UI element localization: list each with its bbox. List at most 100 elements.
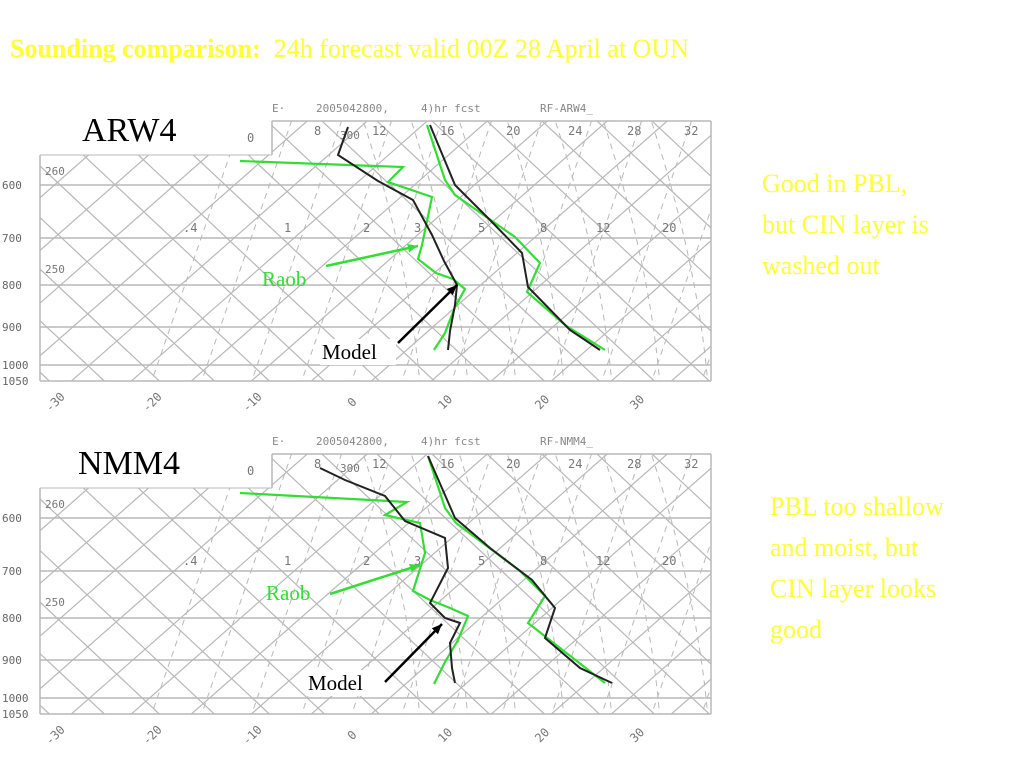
mixing-ratio-line <box>449 121 546 381</box>
isotherm-line <box>359 454 691 714</box>
mixing-ratio-line <box>649 121 711 381</box>
dry-adiabat-line <box>509 454 711 714</box>
model-arrow-head <box>446 285 457 296</box>
theta-label: 260 <box>45 165 65 178</box>
isotherm-line <box>539 121 711 381</box>
top-tick-label: 8 <box>314 457 321 471</box>
chart-header-text: RF-NMM4_ <box>540 435 593 448</box>
moist-adiabat-line <box>407 454 469 714</box>
isotherm-line <box>59 121 391 381</box>
theta-label: 300 <box>340 462 360 475</box>
dry-adiabat-line <box>40 121 171 381</box>
chart-header-text: E· <box>272 102 285 115</box>
pressure-label: 1050 <box>2 375 29 388</box>
note-line: and moist, but <box>770 533 919 562</box>
mixing-ratio-line <box>399 454 496 714</box>
mixing-ratio-label: 3 <box>414 221 421 235</box>
isotherm-line <box>539 454 711 714</box>
chart-header-text: 2005042800, <box>316 435 389 448</box>
skewt-diagram-arw4: E· 2005042800, 4)hr fcst RF-ARW4_6007008009… <box>0 101 712 415</box>
note-nmm4: PBL too shallow and moist, but CIN layer… <box>770 486 944 650</box>
isotherm-line <box>40 454 331 714</box>
moist-adiabat-line <box>551 454 613 714</box>
panel-label-nmm4: NMM4 <box>78 445 181 482</box>
moist-adiabat-line <box>359 454 421 714</box>
top-tick-label: 32 <box>684 124 698 138</box>
model-label: Model <box>308 671 363 695</box>
top-tick-label: 16 <box>440 457 454 471</box>
note-line: washed out <box>762 251 880 280</box>
dry-adiabat-line <box>399 121 711 381</box>
moist-adiabat-line <box>647 121 709 381</box>
model-arrow-shaft <box>384 623 443 683</box>
moist-adiabat-line <box>407 121 469 381</box>
mixing-ratio-label: 5 <box>478 221 485 235</box>
isotherm-line <box>119 121 451 381</box>
mixing-ratio-line <box>699 121 711 381</box>
top-tick-label: 32 <box>684 457 698 471</box>
mixing-ratio-label: 20 <box>662 221 676 235</box>
chart-header-text: 2005042800, <box>316 102 389 115</box>
top-tick-label: 0 <box>247 464 254 478</box>
note-arw4: Good in PBL, but CIN layer is washed out <box>762 163 929 286</box>
theta-label: 250 <box>45 596 65 609</box>
temperature-tick-label: 0 <box>345 728 360 743</box>
mixing-ratio-label: 1 <box>284 221 291 235</box>
dry-adiabat-line <box>564 121 711 381</box>
moist-adiabat-line <box>599 454 661 714</box>
note-line: PBL too shallow <box>770 492 944 521</box>
temperature-tick-label: -10 <box>240 723 265 748</box>
moist-adiabat-line <box>551 121 613 381</box>
pressure-label: 600 <box>2 512 22 525</box>
pressure-label: 700 <box>2 232 22 245</box>
mixing-ratio-label: 1 <box>284 554 291 568</box>
note-line: good <box>770 615 822 644</box>
top-tick-label: 12 <box>372 124 386 138</box>
pressure-label: 900 <box>2 321 22 334</box>
raob-dewpoint-trace <box>239 491 470 685</box>
model-arrow-shaft <box>397 284 458 344</box>
temperature-tick-label: 20 <box>532 725 552 745</box>
mixing-ratio-line <box>149 121 246 381</box>
temperature-tick-label: 30 <box>627 725 647 745</box>
mixing-ratio-label: 2 <box>363 221 370 235</box>
temperature-tick-label: 10 <box>435 725 455 745</box>
model-arrow-head <box>431 624 442 635</box>
note-line: but CIN layer is <box>762 210 929 239</box>
raob-label: Raob <box>262 267 306 291</box>
dry-adiabat-line <box>40 454 171 714</box>
mixing-ratio-label: 12 <box>596 554 610 568</box>
pressure-label: 1000 <box>2 359 29 372</box>
isotherm-line <box>0 101 30 391</box>
pressure-label: 800 <box>2 279 22 292</box>
pressure-label: 900 <box>2 654 22 667</box>
chart-header-text: 4)hr fcst <box>421 435 481 448</box>
dry-adiabat-line <box>399 454 711 714</box>
mixing-ratio-line <box>549 121 646 381</box>
chart-header-text: RF-ARW4_ <box>540 102 593 115</box>
isotherm-line <box>40 454 151 714</box>
temperature-tick-label: -30 <box>43 390 68 415</box>
isotherm-line <box>239 121 571 381</box>
isotherm-line <box>659 454 711 714</box>
model-temperature-trace <box>429 124 601 351</box>
mixing-ratio-line <box>249 454 346 714</box>
mixing-ratio-label: 8 <box>540 221 547 235</box>
isotherm-line <box>0 434 30 724</box>
raob-arrow-head <box>407 243 418 253</box>
pressure-label: 600 <box>2 179 22 192</box>
theta-label: 300 <box>340 129 360 142</box>
moist-adiabat-line <box>503 454 565 714</box>
moist-adiabat-line <box>647 454 709 714</box>
dry-adiabat-line <box>40 454 226 714</box>
mixing-ratio-label: 8 <box>540 554 547 568</box>
dry-adiabat-line <box>289 454 611 714</box>
mixing-ratio-line <box>699 454 711 714</box>
dry-adiabat-line <box>454 454 711 714</box>
mixing-ratio-label: 20 <box>662 554 676 568</box>
mixing-ratio-line <box>399 121 496 381</box>
top-tick-label: 24 <box>568 457 582 471</box>
mixing-ratio-line <box>199 454 296 714</box>
isotherm-line <box>599 121 711 381</box>
isotherm-line <box>419 121 711 381</box>
